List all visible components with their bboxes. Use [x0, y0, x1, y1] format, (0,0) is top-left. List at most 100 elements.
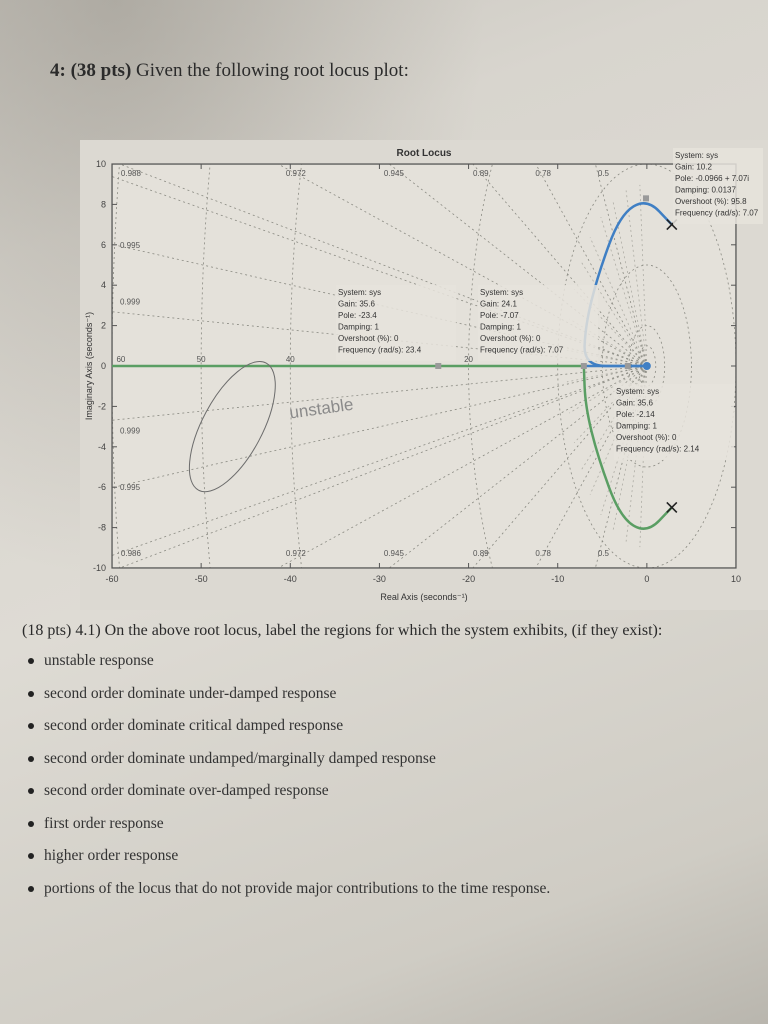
datatip-line: Overshoot (%): 0 — [338, 334, 399, 343]
datatip-box — [673, 148, 763, 224]
y-tick-label: -10 — [93, 563, 106, 573]
damping-label: 0.988 — [121, 169, 142, 178]
damping-gridline — [612, 201, 648, 367]
damping-gridline — [0, 365, 648, 615]
datatip-line: Pole: -7.07 — [480, 311, 519, 320]
datatip-line: Overshoot (%): 0 — [480, 334, 541, 343]
datatip-line: System: sys — [480, 288, 523, 297]
question-header: 4: (38 pts) Given the following root loc… — [50, 60, 409, 82]
origin-pole-marker — [642, 362, 651, 370]
datatip-line: Pole: -23.4 — [338, 311, 377, 320]
datatip-line: Frequency (rad/s): 2.14 — [616, 445, 700, 454]
y-axis-label: Imaginary Axis (seconds⁻¹) — [84, 312, 94, 420]
x-tick-label: -30 — [373, 574, 386, 584]
damping-label: 0.972 — [286, 549, 307, 558]
damping-label: 0.999 — [120, 427, 141, 436]
y-tick-label: 0 — [101, 361, 106, 371]
chart-title: Root Locus — [397, 148, 452, 159]
damping-gridline — [569, 365, 648, 414]
frequency-label: 20 — [464, 355, 473, 364]
y-tick-label: 4 — [101, 280, 106, 290]
datatip-line: Overshoot (%): 0 — [616, 433, 677, 442]
damping-gridline — [0, 365, 648, 721]
frequency-label: 50 — [197, 355, 206, 364]
damping-label: 0.5 — [598, 549, 610, 558]
damping-gridline — [566, 349, 647, 367]
damping-gridline — [580, 261, 648, 367]
margin-top — [80, 140, 768, 164]
x-tick-label: -10 — [551, 574, 564, 584]
datatip-line: Pole: -2.14 — [616, 410, 655, 419]
damping-label: 0.945 — [384, 169, 405, 178]
damping-label: 0.78 — [535, 549, 551, 558]
x-tick-label: -50 — [195, 574, 208, 584]
x-tick-label: 10 — [731, 574, 741, 584]
y-tick-label: -2 — [98, 401, 106, 411]
datatip-box — [478, 285, 598, 361]
datatip-marker — [624, 363, 631, 369]
response-list: unstable response second order dominate … — [22, 650, 550, 910]
datatip-line: Frequency (rad/s): 7.07 — [480, 346, 564, 355]
datatip-line: Gain: 35.6 — [616, 399, 653, 408]
list-item: portions of the locus that do not provid… — [22, 878, 550, 911]
list-item: second order dominate over-damped respon… — [22, 780, 550, 813]
list-item: second order dominate under-damped respo… — [22, 683, 550, 716]
list-item: unstable response — [22, 650, 550, 683]
frequency-gridline — [628, 325, 666, 407]
datatip-line: Gain: 35.6 — [338, 300, 375, 309]
damping-gridline — [589, 237, 648, 367]
y-tick-label: -4 — [98, 442, 106, 452]
x-tick-label: -60 — [105, 574, 118, 584]
frequency-label: 40 — [286, 355, 295, 364]
question-number: 4: — [50, 60, 66, 81]
datatip-line: System: sys — [675, 151, 718, 160]
list-item: second order dominate critical damped re… — [22, 715, 550, 748]
datatip-line: Damping: 1 — [480, 323, 521, 332]
x-tick-label: -20 — [462, 574, 475, 584]
y-tick-label: 10 — [96, 159, 106, 169]
question-text: Given the following root locus plot: — [136, 60, 409, 81]
datatip-box — [614, 384, 734, 460]
datatip-marker — [580, 363, 587, 369]
damping-label: 0.986 — [121, 549, 142, 558]
datatip-line: Gain: 10.2 — [675, 163, 712, 172]
datatip-line: System: sys — [616, 387, 659, 396]
damping-gridline — [639, 184, 648, 367]
datatip-line: Pole: -0.0966 + 7.07i — [675, 174, 749, 183]
damping-label: 0.995 — [120, 241, 141, 250]
y-tick-label: -6 — [98, 482, 106, 492]
margin-bottom — [80, 568, 768, 610]
damping-gridline — [580, 365, 648, 471]
datatip-line: Damping: 1 — [338, 323, 379, 332]
subquestion-text: (18 pts) 4.1) On the above root locus, l… — [22, 622, 663, 639]
damping-gridline — [612, 365, 648, 531]
frequency-gridline — [637, 345, 657, 387]
damping-gridline — [600, 216, 648, 367]
datatip-line: Frequency (rad/s): 7.07 — [675, 209, 759, 218]
question-points: (38 pts) — [70, 60, 132, 81]
datatip-box — [336, 285, 456, 361]
y-tick-label: -8 — [98, 523, 106, 533]
damping-label: 0.78 — [535, 169, 551, 178]
damping-label: 0.999 — [120, 297, 141, 306]
damping-label: 0.972 — [286, 169, 307, 178]
datatip-line: Gain: 24.1 — [480, 300, 517, 309]
x-tick-label: -40 — [284, 574, 297, 584]
damping-label: 0.5 — [598, 169, 610, 178]
datatip-line: Overshoot (%): 95.8 — [675, 197, 747, 206]
y-tick-label: 6 — [101, 240, 106, 250]
handwritten-circle — [188, 360, 276, 493]
x-tick-label: 0 — [644, 574, 649, 584]
pole-x-marker — [666, 501, 678, 513]
datatip-line: Damping: 1 — [616, 422, 657, 431]
x-axis-label: Real Axis (seconds⁻¹) — [380, 592, 467, 602]
list-item: second order dominate undamped/marginall… — [22, 748, 550, 781]
datatip-line: Damping: 0.0137 — [675, 186, 736, 195]
y-tick-label: 2 — [101, 321, 106, 331]
y-tick-label: 8 — [101, 199, 106, 209]
datatip-marker — [642, 195, 649, 202]
datatip-line: Frequency (rad/s): 23.4 — [338, 346, 422, 355]
branch-lower — [582, 365, 673, 530]
datatip-line: System: sys — [338, 288, 381, 297]
